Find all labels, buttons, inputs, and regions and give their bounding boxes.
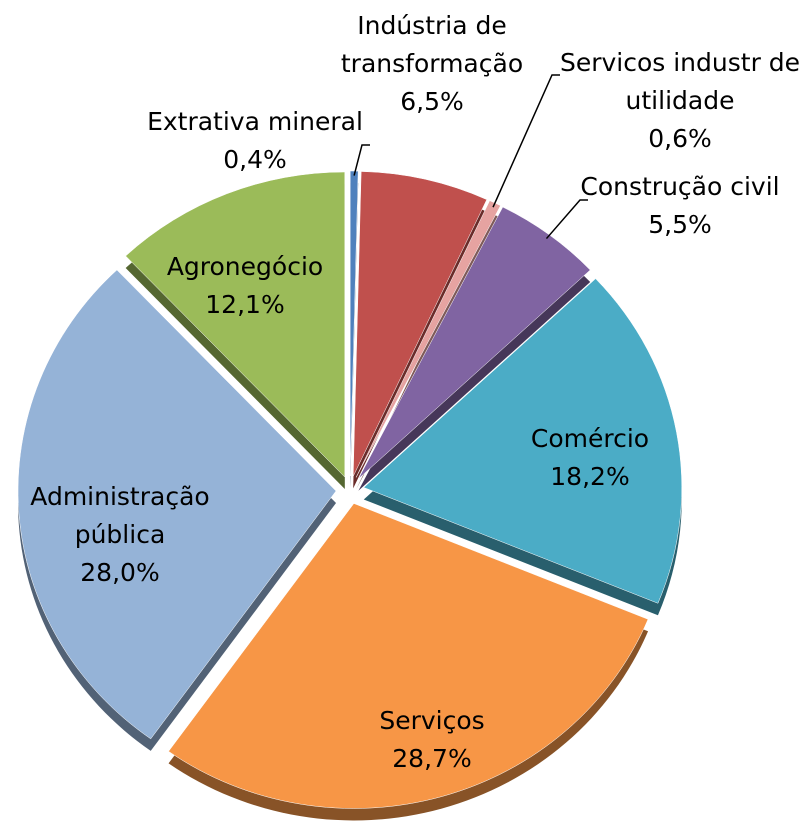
slice-label: Serviços [379, 706, 484, 735]
leader-line [545, 199, 588, 240]
slice-label-line: Administração [30, 482, 209, 511]
slice [17, 269, 337, 740]
slice-label-line: Extrativa mineral [147, 107, 363, 136]
value-label: 28,0% [80, 558, 159, 587]
slice-label-line: pública [75, 520, 166, 549]
slice-label: Servicos industr de utilidade [560, 48, 800, 115]
value-label: 12,1% [205, 290, 284, 319]
slice-label-line: Comércio [531, 424, 649, 453]
slice [363, 278, 682, 604]
value-label: 6,5% [400, 87, 464, 116]
leader-line [353, 144, 370, 176]
slice-label: Administração pública [30, 482, 209, 549]
slice-label: Agronegócio [167, 252, 323, 281]
slice-label: Indústria de transformação [341, 11, 523, 78]
slice [125, 171, 346, 478]
value-label: 5,5% [648, 210, 712, 239]
slice-label: Construção civil [580, 172, 779, 201]
slice [352, 171, 488, 477]
value-label: 0,6% [648, 124, 712, 153]
slice-label-line: Serviços [379, 706, 484, 735]
slice-label-line: Servicos industr de [560, 48, 800, 77]
slice-label-line: Construção civil [580, 172, 779, 201]
slice-label: Comércio [531, 424, 649, 453]
slice-label-line: Indústria de [357, 11, 507, 40]
slice-label: Extrativa mineral [147, 107, 363, 136]
slice-label-line: transformação [341, 49, 523, 78]
slice-label-line: Agronegócio [167, 252, 323, 281]
value-label: 28,7% [392, 744, 471, 773]
slice-label-line: utilidade [626, 86, 735, 115]
slice [349, 170, 359, 477]
slice [168, 503, 649, 809]
value-label: 18,2% [550, 462, 629, 491]
leader-line [492, 74, 560, 208]
value-label: 0,4% [223, 145, 287, 174]
